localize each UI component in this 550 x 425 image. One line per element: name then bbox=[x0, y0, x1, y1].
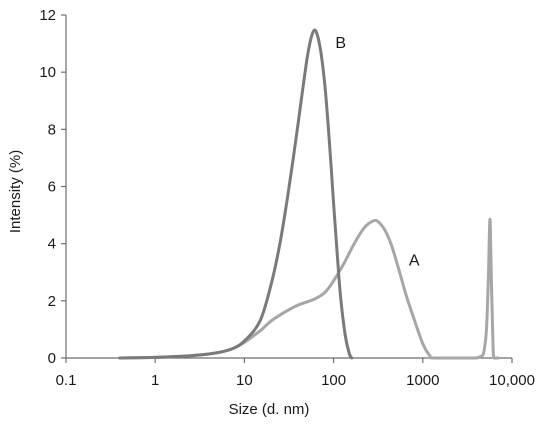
x-tick-label: 1 bbox=[151, 372, 159, 389]
curve-label-b: B bbox=[335, 35, 346, 52]
axes: 0 2 4 6 8 10 12 0.1 1 10 100 1000 10,000 bbox=[39, 7, 535, 389]
series-line-b bbox=[118, 28, 354, 360]
labels: Size (d. nm) Intensity (%) B A bbox=[7, 35, 420, 418]
x-tick-label: 10 bbox=[236, 372, 253, 389]
series-line-a bbox=[118, 217, 500, 360]
x-tick-label: 1000 bbox=[406, 372, 439, 389]
y-tick-label: 0 bbox=[48, 350, 56, 367]
y-tick-label: 2 bbox=[48, 293, 56, 310]
curves bbox=[118, 28, 500, 360]
y-tick-label: 12 bbox=[39, 7, 56, 24]
x-tick-label: 100 bbox=[321, 372, 346, 389]
x-tick-label: 10,000 bbox=[489, 372, 535, 389]
y-tick-label: 8 bbox=[48, 121, 56, 138]
y-tick-label: 4 bbox=[48, 236, 56, 253]
y-axis-title: Intensity (%) bbox=[7, 150, 24, 233]
y-tick-label: 10 bbox=[39, 64, 56, 81]
x-axis-title: Size (d. nm) bbox=[229, 401, 310, 418]
x-tick-label: 0.1 bbox=[56, 372, 77, 389]
curve-label-a: A bbox=[409, 252, 420, 269]
y-tick-label: 6 bbox=[48, 179, 56, 196]
